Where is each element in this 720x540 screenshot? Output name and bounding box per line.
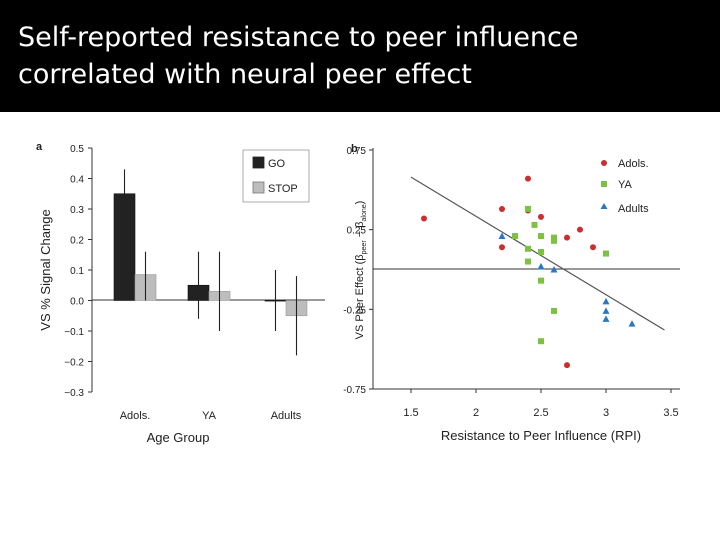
- scatter-y-ticks: 0.75 0.25 -0.25 -0.75: [343, 146, 373, 396]
- bar-y-tick-label: 0.2: [70, 236, 84, 247]
- legend-label-stop: STOP: [268, 183, 298, 195]
- point-adults: [602, 297, 610, 305]
- legend-marker-adols: [601, 160, 607, 166]
- legend-label-adults: Adults: [618, 203, 649, 215]
- point-ya: [525, 258, 531, 265]
- scatter-x-tick-label: 2.5: [533, 407, 548, 419]
- point-adults: [602, 315, 610, 322]
- scatter-x-tick-label: 3.5: [663, 407, 678, 419]
- scatter-y-tick-label: 0.25: [347, 226, 367, 237]
- point-ya: [538, 248, 544, 255]
- bar-category-label: YA: [202, 410, 217, 422]
- bar-category-labels: Adols. YA Adults: [120, 410, 302, 422]
- scatter-y-axis-label: VS Peer Effect (βpeer − βalone): [354, 201, 368, 340]
- title-band: [0, 0, 720, 112]
- panel-label-a: a: [36, 141, 43, 153]
- charts-svg: a 0.5 0.4 0.3 0.2 0.1 0.0 −0.1 −0.2 −0.3 Adols. Y…: [36, 141, 680, 445]
- legend-swatch-go: [252, 156, 265, 169]
- point-ya: [551, 237, 557, 244]
- point-ya: [603, 250, 609, 257]
- point-adols: [538, 213, 544, 220]
- point-ya: [512, 233, 518, 240]
- point-ya: [551, 307, 557, 314]
- point-ya: [538, 233, 544, 240]
- point-adults: [498, 232, 506, 240]
- point-ya: [538, 277, 544, 284]
- point-adols: [577, 226, 583, 233]
- legend-marker-ya: [601, 181, 607, 187]
- point-adols: [421, 215, 427, 222]
- legend-label-adols: Adols.: [618, 158, 649, 170]
- bar-y-tick-label: 0.1: [70, 266, 84, 277]
- scatter-x-axis-label: Resistance to Peer Influence (RPI): [441, 428, 641, 443]
- scatter-x-tick-label: 3: [603, 407, 609, 419]
- point-adols: [564, 234, 570, 241]
- point-adults: [628, 320, 636, 327]
- point-adols: [499, 205, 505, 212]
- slide-title-line-2: correlated with neural peer effect: [18, 59, 472, 90]
- bar-x-axis-label: Age Group: [147, 430, 210, 445]
- scatter-legend: Adols. YA Adults: [600, 158, 649, 215]
- legend-label-go: GO: [268, 158, 286, 170]
- point-ya: [525, 245, 531, 252]
- slide-title-line-1: Self-reported resistance to peer influen…: [18, 22, 579, 53]
- scatter-y-tick-label: 0.75: [347, 146, 367, 157]
- point-adults: [602, 307, 610, 314]
- bar-y-tick-label: −0.2: [64, 358, 84, 369]
- bar-category-label: Adols.: [120, 410, 151, 422]
- legend-marker-adults: [600, 203, 608, 209]
- point-adults: [550, 266, 558, 273]
- legend-swatch-stop: [252, 181, 265, 194]
- bar-category-label: Adults: [271, 410, 302, 422]
- point-ya: [525, 205, 531, 212]
- bar-y-tick-label: 0.3: [70, 205, 84, 216]
- point-adols: [590, 244, 596, 251]
- bar-y-tick-label: −0.1: [64, 327, 84, 338]
- bar-y-ticks: 0.5 0.4 0.3 0.2 0.1 0.0 −0.1 −0.2 −0.3: [64, 144, 92, 399]
- scatter-chart-panel: b 0.75 0.25 -0.25 -0.75 1.5 2 2.5 3 3.5 Resista…: [343, 143, 680, 443]
- point-ya: [538, 338, 544, 345]
- legend-label-ya: YA: [618, 179, 633, 191]
- bar-y-axis-label: VS % Signal Change: [38, 209, 53, 330]
- point-ya: [551, 234, 557, 241]
- scatter-y-tick-label: -0.75: [343, 385, 366, 396]
- point-adols: [525, 175, 531, 182]
- point-adols: [564, 362, 570, 369]
- point-ya: [531, 221, 538, 228]
- bar-y-tick-label: −0.3: [64, 388, 84, 399]
- scatter-x-tick-label: 1.5: [403, 407, 418, 419]
- bar-y-tick-label: 0.5: [70, 144, 84, 155]
- bar-marks: [113, 169, 308, 356]
- regression-line: [410, 176, 665, 331]
- scatter-x-ticks: 1.5 2 2.5 3 3.5: [403, 389, 679, 419]
- bar-y-tick-label: 0.4: [70, 175, 84, 186]
- scatter-y-tick-label: -0.25: [343, 305, 366, 316]
- panel-label-b: b: [351, 143, 358, 155]
- bar-y-tick-label: 0.0: [70, 297, 84, 308]
- point-adols: [499, 244, 505, 251]
- scatter-points: [421, 175, 636, 369]
- point-adults: [537, 262, 545, 270]
- scatter-x-tick-label: 2: [473, 407, 479, 419]
- bar-chart-panel: a 0.5 0.4 0.3 0.2 0.1 0.0 −0.1 −0.2 −0.3 Adols. Y…: [36, 141, 325, 445]
- figure: a 0.5 0.4 0.3 0.2 0.1 0.0 −0.1 −0.2 −0.3 Adols. Y…: [30, 122, 690, 462]
